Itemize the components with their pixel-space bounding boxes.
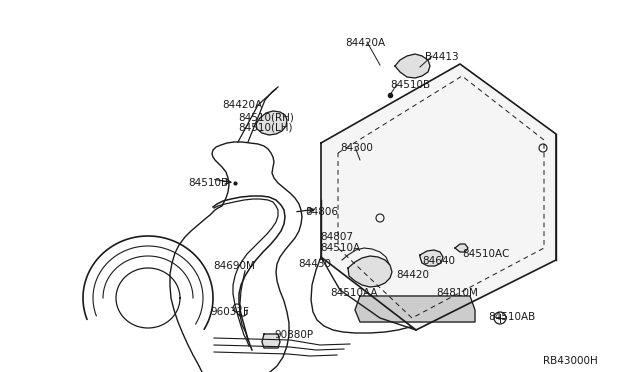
Text: 84690M: 84690M [213,261,255,271]
Text: 90880P: 90880P [274,330,313,340]
Polygon shape [395,54,430,78]
Text: 84510AA: 84510AA [330,288,378,298]
Text: 84640: 84640 [422,256,455,266]
Polygon shape [455,244,468,252]
Text: 84810M: 84810M [436,288,478,298]
Text: 84420A: 84420A [345,38,385,48]
Polygon shape [348,256,392,287]
Text: 84807: 84807 [320,232,353,242]
Text: 84510AC: 84510AC [462,249,509,259]
Polygon shape [262,334,280,348]
Text: 84420A: 84420A [222,100,262,110]
Polygon shape [420,250,443,266]
Polygon shape [256,111,287,135]
Text: 84510(RH): 84510(RH) [238,113,294,123]
Polygon shape [355,296,475,322]
Text: RB43000H: RB43000H [543,356,598,366]
Text: 84300: 84300 [340,143,373,153]
Text: 84420: 84420 [396,270,429,280]
Text: 84510B: 84510B [390,80,430,90]
Text: 84430: 84430 [298,259,331,269]
Text: 84510AB: 84510AB [488,312,535,322]
Text: 84510A: 84510A [320,243,360,253]
Text: 84806: 84806 [305,207,338,217]
Text: B4413: B4413 [425,52,459,62]
Text: 84510(LH): 84510(LH) [238,123,292,133]
Text: 96031F: 96031F [210,307,249,317]
Text: 84510B: 84510B [188,178,228,188]
Polygon shape [321,64,556,330]
